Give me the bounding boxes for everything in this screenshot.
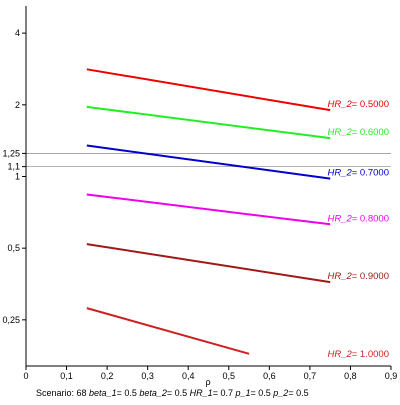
x-tick-label: 0,6	[263, 371, 276, 381]
series-lines	[86, 68, 331, 355]
x-tick-label: 0,4	[182, 371, 195, 381]
x-tick-label: 0,5	[223, 371, 236, 381]
axes: 0 0,1 0,2 0,3 0,4 0,5 0,6 0,7 0,8 0,9 0,25 0,5 11,1 1…	[2, 6, 397, 381]
y-tick-label: 0,25	[2, 315, 20, 325]
y-tick-label: 0,5	[7, 243, 20, 253]
x-tick-label: 0,2	[101, 371, 114, 381]
x-tick-label: 0,9	[385, 371, 398, 381]
series-line	[86, 307, 250, 355]
x-tick-label: 0,7	[304, 371, 317, 381]
y-tick-label: 1,1	[7, 162, 20, 172]
series-line	[86, 243, 331, 284]
series-label: HR_2= 0.5000	[327, 99, 389, 110]
y-tick-label: 2	[15, 100, 20, 110]
series-line	[86, 105, 331, 140]
series-line	[86, 144, 331, 180]
series-label: HR_2= 0.8000	[327, 213, 389, 224]
series-line	[86, 193, 331, 226]
series-label: HR_2= 1.0000	[327, 349, 389, 360]
x-tick-label: 0,1	[60, 371, 73, 381]
series-label: HR_2= 0.6000	[327, 127, 389, 138]
x-tick-label: 0	[23, 371, 28, 381]
reference-lines	[26, 153, 391, 168]
series-label: HR_2= 0.7000	[327, 168, 389, 179]
y-tick-label: 1	[15, 171, 20, 181]
scenario-caption: Scenario: 68 beta_1= 0.5 beta_2= 0.5 HR_…	[36, 388, 309, 398]
series-line	[86, 68, 331, 112]
x-axis-title: ρ	[205, 377, 210, 387]
series-label: HR_2= 0.9000	[327, 271, 389, 282]
x-tick-label: 0,8	[344, 371, 357, 381]
y-tick-label: 4	[15, 28, 20, 38]
y-tick-label: 1,25	[2, 148, 20, 158]
x-tick-label: 0,3	[141, 371, 154, 381]
series-labels: HR_2= 0.5000 HR_2= 0.6000 HR_2= 0.7000 HR_2…	[327, 99, 389, 360]
